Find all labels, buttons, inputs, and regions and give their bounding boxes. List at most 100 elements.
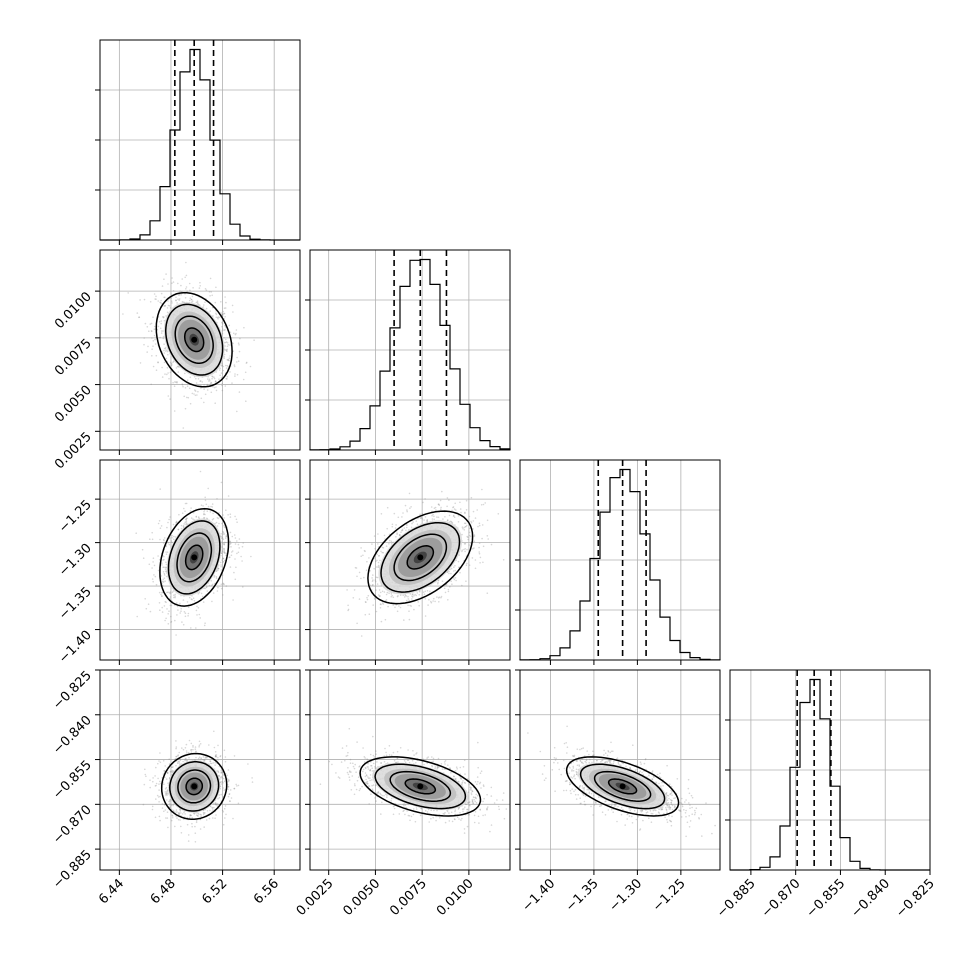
scatter-point bbox=[169, 307, 172, 309]
scatter-point bbox=[170, 364, 173, 366]
scatter-point bbox=[188, 387, 191, 390]
scatter-point bbox=[424, 516, 427, 518]
scatter-point bbox=[220, 569, 223, 571]
panel-frame bbox=[99, 249, 301, 451]
scatter-point bbox=[422, 501, 424, 504]
scatter-point bbox=[149, 301, 152, 303]
scatter-point bbox=[212, 512, 214, 515]
scatter-point bbox=[207, 505, 210, 508]
scatter-point bbox=[423, 593, 426, 595]
scatter-point bbox=[402, 512, 404, 514]
scatter-point bbox=[174, 593, 176, 596]
scatter-point bbox=[376, 553, 378, 556]
scatter-point bbox=[185, 288, 187, 290]
scatter-point bbox=[183, 611, 186, 613]
scatter-point bbox=[218, 522, 220, 525]
scatter-point bbox=[230, 554, 233, 557]
scatter-point bbox=[197, 593, 200, 595]
scatter-point bbox=[482, 545, 485, 548]
scatter-point bbox=[365, 601, 367, 603]
scatter-point bbox=[231, 304, 234, 307]
scatter-point bbox=[172, 538, 175, 541]
scatter-point bbox=[408, 618, 411, 621]
scatter-point bbox=[191, 816, 193, 819]
scatter-point bbox=[176, 602, 178, 604]
scatter-point bbox=[191, 392, 194, 395]
scatter-point bbox=[207, 378, 209, 380]
scatter-point bbox=[139, 362, 142, 364]
scatter-point bbox=[205, 586, 208, 589]
scatter-point bbox=[431, 518, 434, 520]
scatter-point bbox=[190, 507, 192, 509]
scatter-point bbox=[421, 512, 424, 515]
scatter-point bbox=[221, 364, 223, 367]
scatter-point bbox=[208, 584, 211, 587]
scatter-point bbox=[150, 383, 152, 386]
scatter-point bbox=[144, 773, 147, 776]
scatter-point bbox=[187, 615, 189, 617]
scatter-point bbox=[424, 615, 427, 617]
scatter-point bbox=[194, 841, 197, 843]
scatter-point bbox=[238, 350, 241, 353]
scatter-point bbox=[368, 613, 371, 615]
scatter-point bbox=[184, 615, 187, 618]
scatter-point bbox=[157, 522, 160, 525]
scatter-point bbox=[223, 541, 226, 544]
scatter-point bbox=[162, 566, 164, 568]
scatter-point bbox=[168, 305, 171, 307]
scatter-point bbox=[163, 319, 166, 322]
scatter-point bbox=[372, 604, 374, 606]
scatter-point bbox=[186, 517, 188, 519]
scatter-point bbox=[151, 355, 153, 357]
scatter-point bbox=[379, 603, 382, 605]
scatter-point bbox=[444, 516, 446, 518]
scatter-point bbox=[360, 555, 362, 557]
scatter-point bbox=[396, 595, 399, 598]
scatter-point bbox=[251, 777, 253, 779]
scatter-point bbox=[377, 564, 380, 567]
scatter-point bbox=[192, 748, 194, 751]
scatter-point bbox=[420, 516, 423, 519]
scatter-point bbox=[447, 590, 450, 593]
scatter-point bbox=[213, 377, 216, 380]
scatter-point bbox=[222, 823, 225, 826]
scatter-point bbox=[172, 281, 175, 283]
scatter-point bbox=[202, 505, 204, 507]
scatter-point bbox=[204, 496, 206, 499]
scatter-point bbox=[149, 538, 151, 540]
scatter-point bbox=[176, 614, 178, 616]
scatter-point bbox=[372, 579, 374, 581]
scatter-point bbox=[421, 518, 424, 520]
scatter-point bbox=[232, 342, 234, 345]
scatter-point bbox=[236, 540, 238, 542]
scatter-point bbox=[193, 393, 195, 395]
scatter-point bbox=[163, 555, 165, 558]
scatter-point bbox=[213, 376, 215, 378]
scatter-point bbox=[214, 751, 217, 753]
scatter-point bbox=[471, 557, 474, 559]
scatter-point bbox=[411, 598, 413, 600]
scatter-point bbox=[440, 506, 442, 509]
scatter-point bbox=[224, 324, 226, 327]
scatter-point bbox=[433, 518, 435, 521]
scatter-point bbox=[377, 561, 380, 564]
scatter-point bbox=[399, 534, 401, 536]
scatter-point bbox=[481, 488, 483, 491]
scatter-point bbox=[235, 566, 237, 569]
scatter-point bbox=[220, 565, 222, 568]
scatter-point bbox=[220, 301, 222, 303]
scatter-point bbox=[388, 592, 390, 594]
scatter-point bbox=[415, 520, 418, 522]
scatter-point bbox=[163, 810, 165, 813]
scatter-point bbox=[220, 583, 223, 586]
scatter-point bbox=[387, 605, 389, 608]
scatter-point bbox=[232, 350, 235, 352]
scatter-point bbox=[223, 329, 225, 331]
scatter-point bbox=[185, 522, 188, 524]
scatter-point bbox=[225, 364, 227, 367]
scatter-point bbox=[205, 503, 208, 506]
scatter-point bbox=[154, 298, 156, 300]
scatter-point bbox=[151, 567, 153, 569]
scatter-point bbox=[161, 562, 163, 564]
scatter-point bbox=[383, 591, 386, 593]
